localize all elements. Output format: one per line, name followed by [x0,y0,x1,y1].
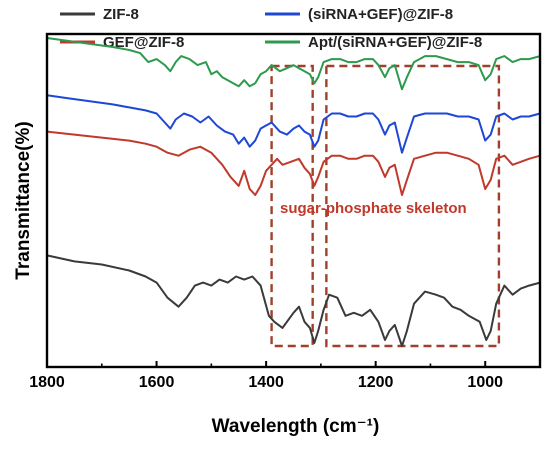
legend-label-4: Apt/(siRNA+GEF)@ZIF-8 [308,34,482,51]
plot-frame [45,32,542,369]
series-line-4 [46,37,541,91]
legend-label-1: ZIF-8 [103,6,139,23]
x-tick-label: 1400 [248,374,284,391]
highlight-box-2 [325,64,501,348]
x-tick-label: 1800 [29,374,65,391]
x-axis-label: Wavelength (cm⁻¹) [212,416,380,437]
x-tick-label: 1600 [139,374,175,391]
series-line-1 [46,254,541,347]
axes: 1800 1600 1400 1200 1000 [29,32,542,391]
x-tick-label: 1200 [358,374,394,391]
legend: ZIF-8 GEF@ZIF-8 (siRNA+GEF)@ZIF-8 Apt/(siRN… [60,6,482,51]
legend-label-3: (siRNA+GEF)@ZIF-8 [308,6,453,23]
legend-label-2: GEF@ZIF-8 [103,34,184,51]
series-line-3 [46,94,541,154]
x-tick-label: 1000 [467,374,503,391]
series-line-2 [46,130,541,196]
y-axis-label: Transmittance(%) [13,121,34,279]
annotation-label: sugar-phosphate skeleton [280,200,467,217]
series-lines [46,37,541,347]
